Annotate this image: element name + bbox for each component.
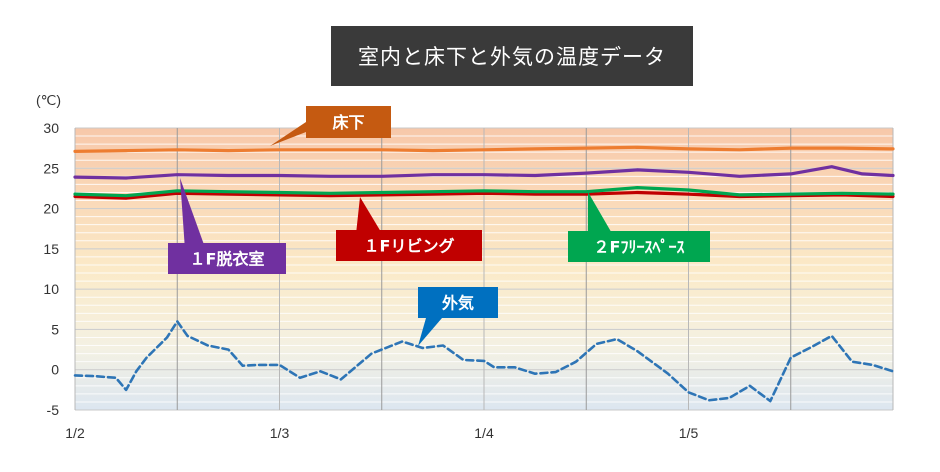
callout-box	[568, 231, 710, 262]
y-tick-label: 5	[51, 321, 59, 337]
series-line-3	[73, 186, 895, 198]
callout-label: 外気	[441, 294, 474, 313]
callout-pointer	[270, 122, 306, 146]
callout-pointer	[418, 318, 442, 346]
callout-3: ２Fﾌﾘｰｽﾍﾟｰｽ	[568, 192, 710, 262]
callout-0: 床下	[270, 106, 391, 146]
callout-box	[306, 106, 391, 138]
callout-box	[168, 243, 286, 274]
x-axis-ticks: 1/2 1/3 1/4 1/5	[65, 425, 698, 441]
x-tick-label: 1/4	[474, 425, 494, 441]
y-tick-label: 0	[51, 362, 59, 378]
callouts: 床下 １F脱衣室 １Fリビング ２Fﾌﾘｰｽﾍﾟｰｽ 外気	[168, 106, 710, 346]
callout-label: 床下	[332, 113, 364, 132]
series-line-4	[73, 320, 895, 403]
callout-pointer	[587, 192, 611, 231]
callout-pointer	[180, 178, 204, 243]
x-tick-label: 1/2	[65, 425, 85, 441]
callout-1: １F脱衣室	[168, 178, 286, 274]
callout-box	[336, 230, 482, 261]
y-tick-label: 30	[43, 120, 59, 136]
y-axis-ticks: 30 25 20 15 10 5 0 -5	[43, 120, 59, 418]
y-tick-label: 25	[43, 160, 59, 176]
series-lines	[73, 145, 895, 403]
callout-label: １Fリビング	[364, 237, 455, 256]
callout-label: １F脱衣室	[190, 250, 265, 269]
series-line-1	[73, 165, 895, 180]
y-axis-unit: (℃)	[36, 92, 61, 108]
x-tick-label: 1/5	[679, 425, 699, 441]
y-tick-label: -5	[47, 402, 60, 418]
series-line-0	[73, 145, 895, 153]
callout-label: ２Fﾌﾘｰｽﾍﾟｰｽ	[594, 238, 685, 257]
x-tick-label: 1/3	[270, 425, 290, 441]
y-tick-label: 20	[43, 201, 59, 217]
chart-title: 室内と床下と外気の温度データ	[331, 26, 693, 86]
callout-box	[418, 287, 498, 318]
y-tick-label: 15	[43, 241, 59, 257]
callout-4: 外気	[418, 287, 498, 346]
callout-pointer	[356, 197, 380, 230]
y-tick-label: 10	[43, 281, 59, 297]
callout-2: １Fリビング	[336, 197, 482, 261]
